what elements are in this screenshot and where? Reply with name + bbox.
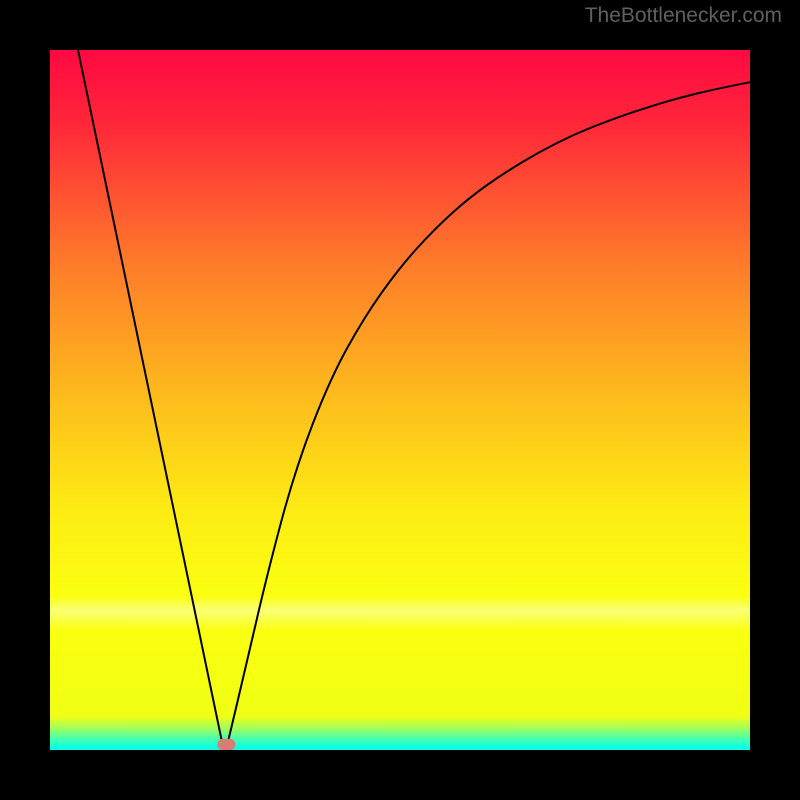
watermark-text: TheBottlenecker.com [585, 4, 782, 28]
minimum-marker [217, 739, 235, 750]
bottleneck-chart [0, 0, 800, 800]
chart-container: TheBottlenecker.com [0, 0, 800, 800]
plot-background [50, 50, 750, 750]
